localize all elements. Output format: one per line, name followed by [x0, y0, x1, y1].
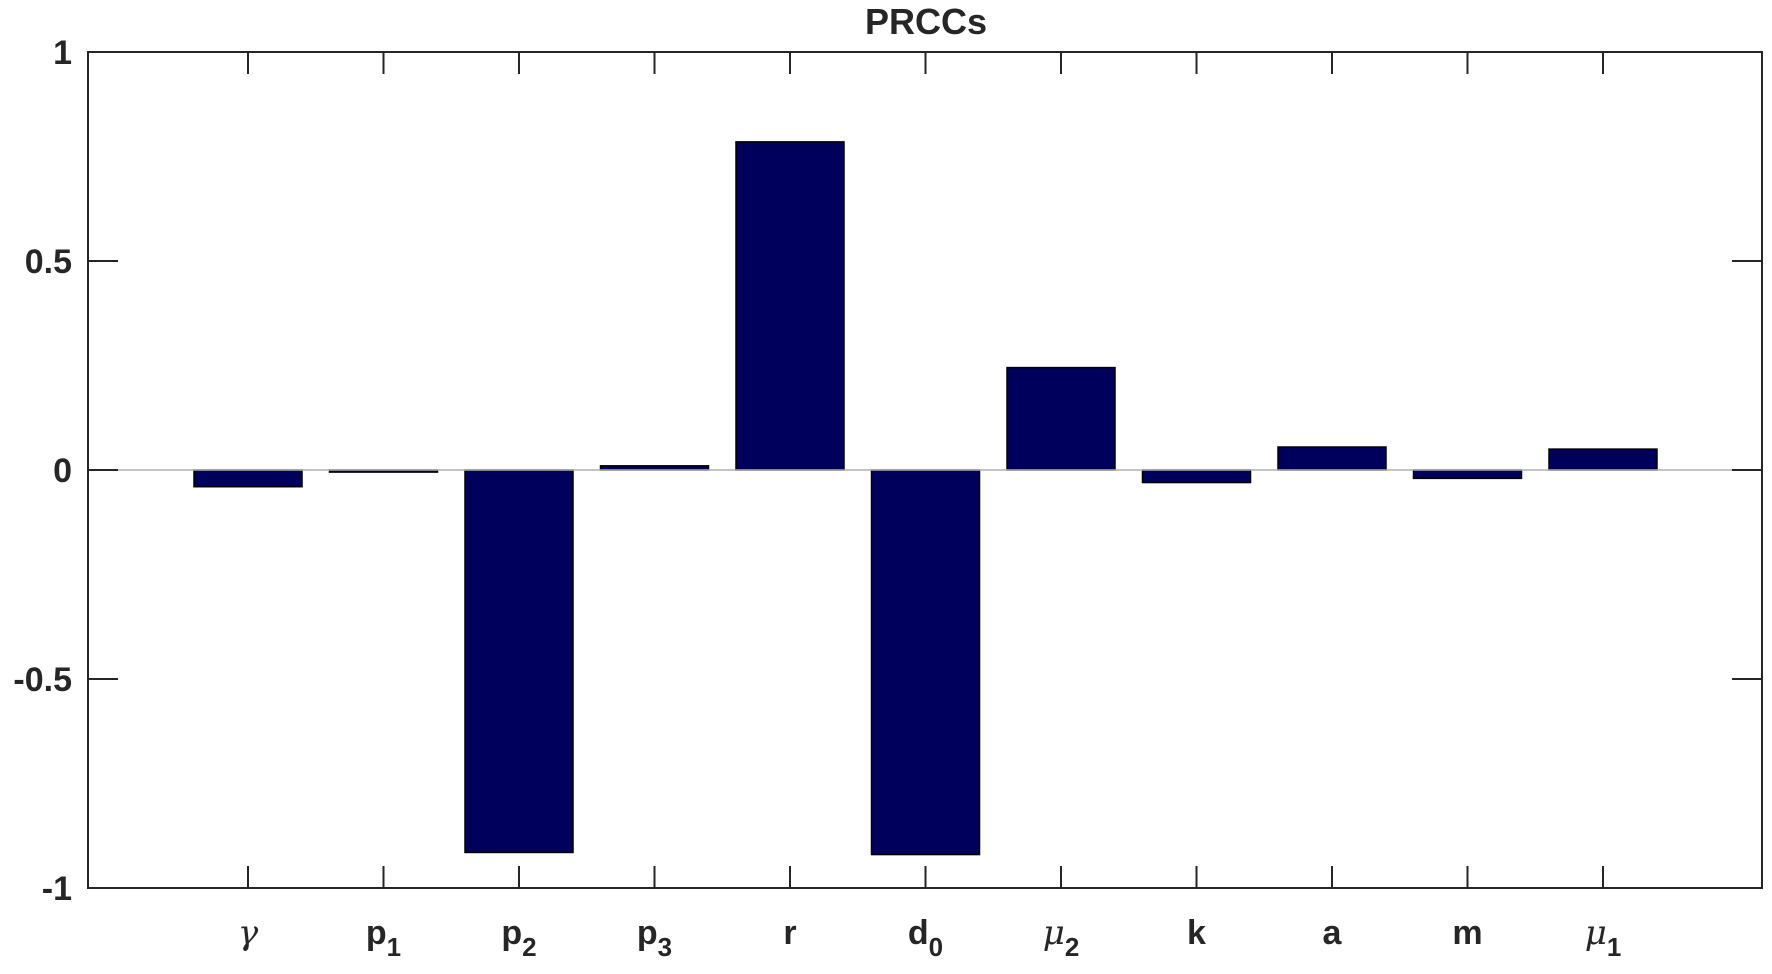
x-tick-label: p3 — [637, 914, 672, 962]
x-tick-label: m — [1452, 914, 1482, 952]
chart-title: PRCCs — [865, 1, 987, 42]
x-tick-label: μ2 — [1043, 913, 1080, 962]
bar-6 — [1006, 366, 1116, 471]
x-tick-label: k — [1187, 914, 1206, 952]
bar-2 — [464, 469, 574, 854]
x-tick-label: p1 — [366, 914, 401, 962]
x-tick-label: μ1 — [1585, 913, 1622, 962]
y-tick-label: 0 — [53, 452, 72, 490]
x-tick-label: d0 — [908, 914, 943, 962]
x-tick-label: p2 — [501, 914, 536, 962]
bar-9 — [1412, 469, 1523, 480]
bar-0 — [193, 469, 303, 488]
y-tick-label: 1 — [53, 34, 72, 72]
bar-4 — [735, 141, 845, 471]
y-tick-label: -0.5 — [13, 661, 72, 699]
y-tick-label: -1 — [42, 870, 72, 908]
bars-group — [193, 141, 1658, 856]
x-tick-label: r — [783, 914, 796, 952]
bar-8 — [1277, 446, 1387, 471]
bar-10 — [1548, 448, 1658, 471]
y-axis: 1 0.5 0 -0.5 -1 — [13, 34, 1762, 908]
bar-5 — [870, 469, 981, 856]
y-tick-label: 0.5 — [25, 243, 72, 281]
x-tick-label: a — [1323, 914, 1343, 952]
bar-7 — [1141, 469, 1252, 484]
x-axis: γ p1 p2 p3 r d0 μ2 k a m μ1 — [238, 52, 1621, 962]
x-tick-label: γ — [238, 913, 259, 953]
